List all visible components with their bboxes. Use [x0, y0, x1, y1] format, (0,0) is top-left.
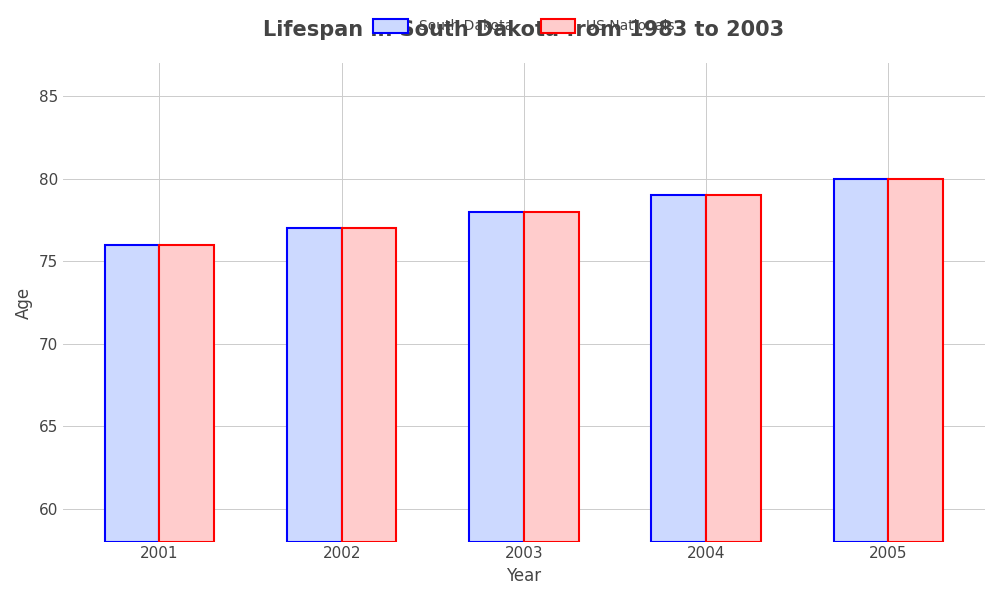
Bar	[105, 245, 159, 542]
Bar	[342, 229, 396, 542]
Bar	[524, 212, 579, 542]
X-axis label: Year: Year	[506, 567, 541, 585]
Legend: South Dakota, US Nationals: South Dakota, US Nationals	[367, 13, 681, 39]
Bar	[469, 212, 524, 542]
Bar	[159, 245, 214, 542]
Title: Lifespan in South Dakota from 1983 to 2003: Lifespan in South Dakota from 1983 to 20…	[263, 20, 784, 40]
Y-axis label: Age: Age	[15, 286, 33, 319]
Bar	[888, 179, 943, 542]
Bar	[834, 179, 888, 542]
Bar	[287, 229, 342, 542]
Bar	[651, 196, 706, 542]
Bar	[706, 196, 761, 542]
